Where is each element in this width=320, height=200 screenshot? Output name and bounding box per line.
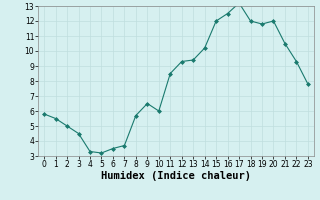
X-axis label: Humidex (Indice chaleur): Humidex (Indice chaleur) <box>101 171 251 181</box>
